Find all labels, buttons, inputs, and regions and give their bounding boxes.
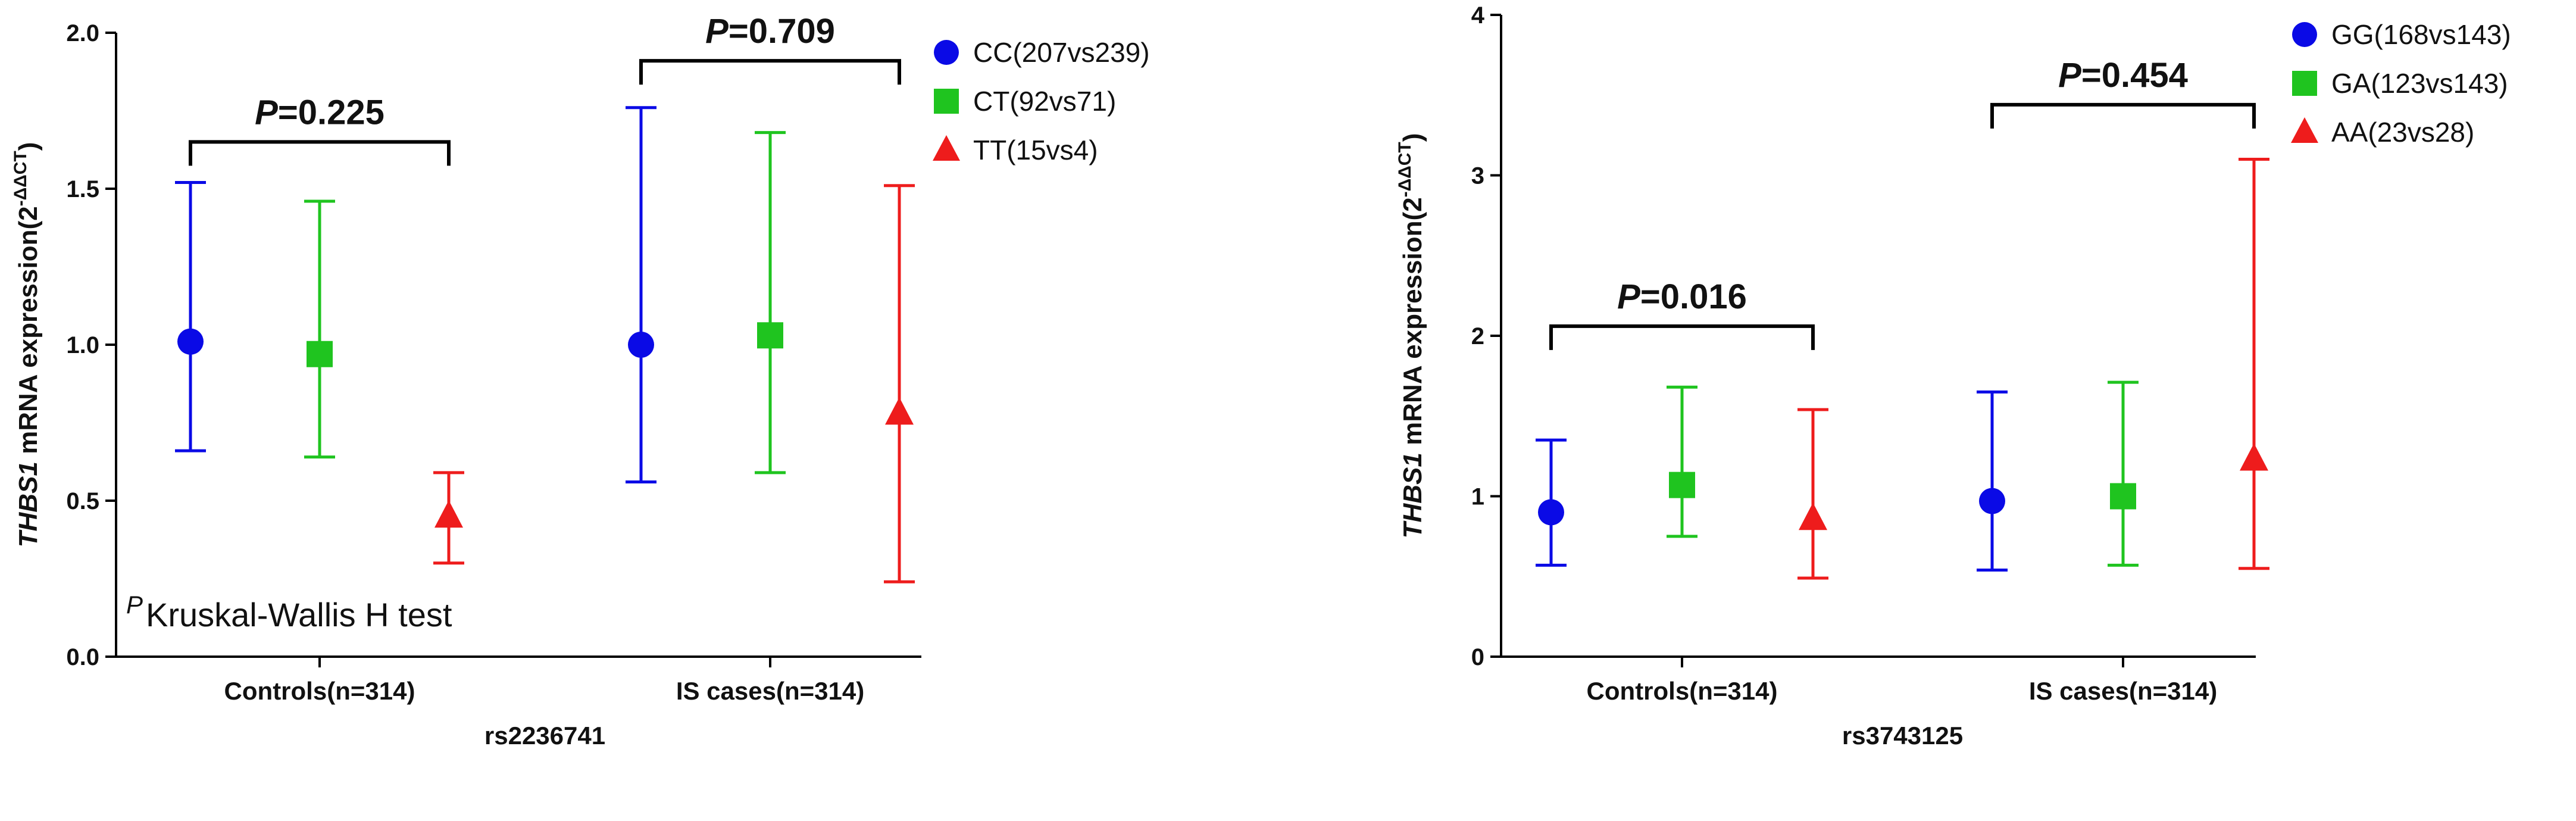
data-point-circle: [628, 332, 654, 358]
y-axis-title-text: mRNA expression(2: [14, 206, 43, 461]
legend-label: GA(123vs143): [2331, 68, 2508, 99]
legend-marker-triangle: [933, 135, 960, 161]
legend-marker-square: [934, 89, 959, 114]
y-axis-title-text: mRNA expression(2: [1398, 197, 1427, 452]
chart-rs2236741: 0.0 0.5 1.0 1.5 2.0 Controls(n=314) IS cases(n…: [11, 12, 1150, 750]
p-value-letter: P: [705, 12, 729, 51]
chart-rs3743125: 0 1 2 3 4 Controls(n=314) IS cases(n=314) rs374…: [1395, 2, 2511, 750]
p-value-label: P=0.709: [705, 12, 835, 51]
data-point-square: [757, 322, 783, 349]
p-value-number: =0.709: [729, 12, 835, 51]
legend-label: AA(23vs28): [2331, 117, 2474, 148]
y-axis-title-superscript: -ΔΔCT: [11, 151, 30, 206]
x-category-label: Controls(n=314): [1587, 677, 1778, 705]
data-point-square: [2110, 483, 2136, 510]
y-axis-title: THBS1 mRNA expression(2-ΔΔCT): [11, 142, 43, 548]
data-point-triangle: [885, 397, 914, 425]
significance-bracket: [639, 59, 901, 85]
legend-marker-circle: [934, 40, 959, 65]
significance-bracket: [1990, 102, 2256, 129]
data-point-triangle: [1799, 502, 1827, 530]
y-tick-label: 2.0: [66, 20, 99, 46]
x-category-label: IS cases(n=314): [2029, 677, 2217, 705]
x-axis-title: rs2236741: [484, 722, 605, 750]
data-point-circle: [1979, 488, 2005, 514]
data-point-square: [307, 341, 333, 367]
footnote-superscript: P: [126, 591, 143, 619]
p-value-letter: P: [2058, 56, 2081, 95]
y-tick-label: 0.5: [66, 488, 99, 514]
y-tick-label: 1: [1471, 484, 1484, 510]
y-axis-title-close: ): [14, 142, 43, 151]
y-axis-title-close: ): [1398, 133, 1427, 142]
p-value-number: =0.225: [278, 93, 384, 132]
legend-marker-square: [2292, 71, 2317, 96]
legend-label: TT(15vs4): [973, 135, 1098, 166]
p-value-number: =0.454: [2081, 56, 2188, 95]
y-tick-label: 1.5: [66, 176, 99, 202]
y-tick-label: 0.0: [66, 644, 99, 670]
p-value-letter: P: [255, 93, 278, 132]
y-axis-title-gene: THBS1: [1398, 452, 1427, 538]
significance-bracket: [1549, 324, 1815, 350]
y-axis-title-superscript: -ΔΔCT: [1395, 142, 1415, 197]
data-point-square: [1669, 472, 1695, 498]
significance-bracket: [189, 140, 451, 166]
p-value-number: =0.016: [1640, 277, 1747, 316]
y-axis-title: THBS1 mRNA expression(2-ΔΔCT): [1395, 133, 1427, 539]
data-point-triangle: [2240, 443, 2268, 471]
legend-label: CT(92vs71): [973, 86, 1116, 117]
x-axis-title: rs3743125: [1842, 722, 1963, 750]
y-tick-label: 0: [1471, 644, 1484, 670]
legend-label: GG(168vs143): [2331, 19, 2511, 50]
data-point-circle: [1538, 499, 1564, 526]
y-tick-label: 1.0: [66, 332, 99, 358]
p-value-label: P=0.454: [2058, 56, 2188, 95]
p-value-letter: P: [1617, 277, 1640, 316]
data-point-triangle: [434, 500, 463, 528]
legend-marker-triangle: [2291, 117, 2318, 143]
y-axis-title-gene: THBS1: [14, 461, 43, 547]
footnote-text: Kruskal-Wallis H test: [146, 596, 452, 633]
legend-marker-circle: [2292, 22, 2317, 47]
y-tick-label: 3: [1471, 163, 1484, 189]
p-value-label: P=0.225: [255, 93, 384, 132]
p-value-label: P=0.016: [1617, 277, 1747, 316]
y-tick-label: 4: [1471, 2, 1485, 29]
footnote: P Kruskal-Wallis H test: [126, 591, 452, 633]
y-tick-label: 2: [1471, 323, 1484, 349]
data-point-circle: [177, 328, 204, 355]
x-category-label: IS cases(n=314): [676, 677, 864, 705]
x-category-label: Controls(n=314): [224, 677, 415, 705]
legend-label: CC(207vs239): [973, 37, 1150, 68]
